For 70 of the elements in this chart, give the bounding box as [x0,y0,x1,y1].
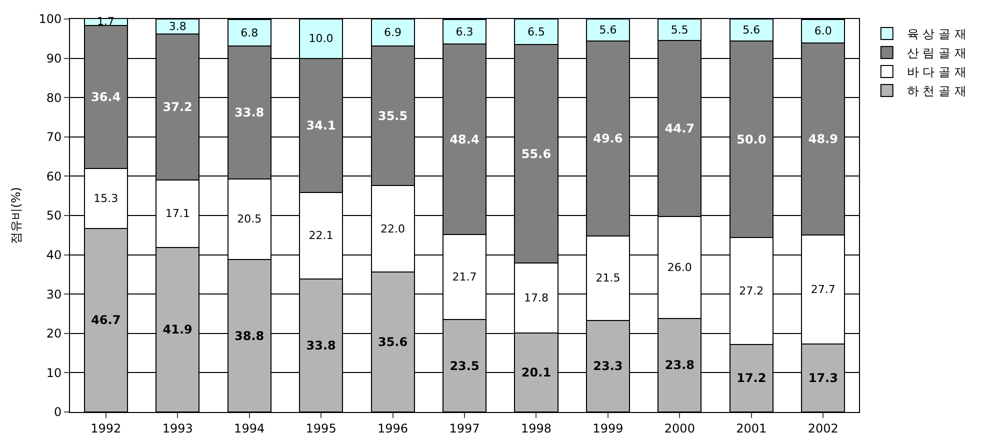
x-tick-label: 1994 [234,421,265,436]
data-label: 6.8 [240,26,258,40]
data-label: 33.8 [306,338,336,353]
x-tick-label: 1997 [449,421,480,436]
data-label: 27.7 [810,283,836,296]
data-label: 55.6 [521,146,552,161]
data-label: 46.7 [91,313,121,328]
data-label: 6.9 [384,26,402,40]
data-label: 33.8 [234,106,264,120]
y-tick-label: 40 [46,248,62,262]
data-label: 22.0 [380,222,406,236]
data-label: 3.8 [168,20,186,33]
data-label: 17.1 [165,207,190,220]
data-label: 48.9 [808,132,838,146]
data-label: 20.1 [521,366,552,380]
data-label: 41.9 [162,322,192,337]
x-tick-label: 1999 [592,421,624,436]
x-tick-label: 1996 [377,421,408,436]
x-tick-label: 2001 [736,421,767,436]
data-label: 36.4 [91,90,121,104]
legend-label: 하 천 골 재 [906,84,966,98]
data-label: 44.7 [664,121,694,136]
data-label: 6.5 [527,25,545,38]
data-label: 17.8 [524,292,548,305]
data-label: 21.7 [452,270,477,284]
x-tick-label: 1992 [90,421,122,436]
y-tick-label: 70 [46,130,62,144]
x-tick-label: 1993 [162,421,193,436]
data-label: 10.0 [308,32,334,46]
data-label: 23.8 [664,358,694,372]
y-tick-label: 30 [46,287,62,302]
y-tick-label: 0 [54,405,62,420]
legend-label: 육 상 골 재 [906,27,966,42]
y-tick-label: 100 [38,12,62,26]
data-label: 17.2 [736,371,766,386]
y-axis-title: 점유비(%) [8,187,23,244]
data-label: 23.3 [593,359,623,374]
data-label: 48.4 [450,132,480,146]
data-label: 37.2 [162,100,192,114]
x-tick-label: 2000 [664,421,695,436]
data-label: 6.0 [814,24,832,38]
data-label: 5.6 [599,24,617,37]
legend-label: 바 다 골 재 [906,65,966,80]
data-label: 5.5 [670,23,688,36]
data-label: 34.1 [306,118,336,132]
legend-label: 산 림 골 재 [906,46,966,60]
x-tick-label: 1998 [520,421,552,436]
y-tick-label: 80 [46,90,62,105]
data-label: 21.5 [596,272,620,285]
data-label: 20.5 [237,212,262,226]
y-tick-label: 50 [46,208,62,223]
data-label: 49.6 [593,131,623,146]
y-tick-label: 90 [46,52,62,66]
data-label: 26.0 [667,260,692,274]
data-label: 5.6 [742,24,760,37]
x-tick-label: 2002 [808,421,838,436]
y-tick-label: 60 [46,169,62,184]
data-label: 35.6 [378,335,408,350]
x-tick-label: 1995 [306,421,336,436]
data-label: 17.3 [808,371,838,386]
data-label: 38.8 [234,328,264,343]
y-tick-label: 20 [46,326,62,341]
data-label: 15.3 [94,192,118,205]
data-label: 35.5 [378,108,408,123]
data-label: 50.0 [736,132,766,146]
data-label: 23.5 [450,358,480,373]
data-label: 6.3 [456,25,474,38]
data-label: 27.2 [739,284,764,298]
y-tick-label: 10 [46,366,62,380]
data-label: 22.1 [308,229,334,242]
